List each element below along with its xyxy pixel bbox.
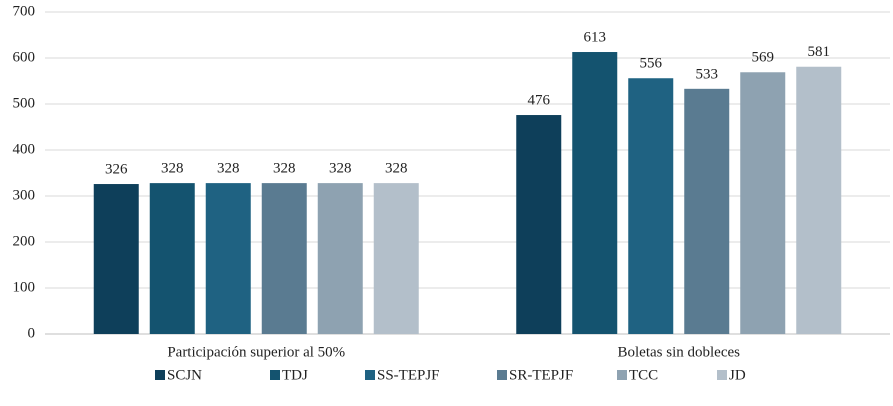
y-tick-label: 700 xyxy=(13,3,36,19)
data-label: 326 xyxy=(105,161,128,177)
data-label: 476 xyxy=(528,92,551,108)
bar xyxy=(516,115,562,334)
legend-label: TCC xyxy=(629,367,658,383)
data-label: 328 xyxy=(161,161,184,177)
data-label: 328 xyxy=(385,161,408,177)
bar xyxy=(628,78,674,335)
legend-swatch xyxy=(497,370,507,380)
bar xyxy=(572,52,618,335)
legend-swatch xyxy=(155,370,165,380)
y-tick-label: 200 xyxy=(13,233,36,249)
legend-label: SS-TEPJF xyxy=(377,367,440,383)
y-tick-label: 400 xyxy=(13,141,36,157)
legend-label: TDJ xyxy=(282,367,308,383)
data-label: 581 xyxy=(808,44,831,60)
y-tick-label: 300 xyxy=(13,187,36,203)
data-label: 328 xyxy=(329,161,352,177)
y-tick-label: 100 xyxy=(13,279,36,295)
bar xyxy=(149,183,195,334)
x-tick-label: Boletas sin dobleces xyxy=(618,344,741,360)
bar xyxy=(93,184,139,334)
legend-label: JD xyxy=(729,367,746,383)
data-label: 613 xyxy=(584,29,607,45)
data-label: 556 xyxy=(640,56,663,72)
bar xyxy=(684,88,730,334)
bar xyxy=(205,183,251,334)
data-label: 533 xyxy=(696,66,719,82)
y-tick-label: 500 xyxy=(13,95,36,111)
bar xyxy=(740,72,786,334)
data-label: 569 xyxy=(752,50,775,66)
bar xyxy=(796,66,842,335)
bar xyxy=(317,183,363,334)
legend-swatch xyxy=(365,370,375,380)
legend-label: SCJN xyxy=(167,367,202,383)
legend-swatch xyxy=(717,370,727,380)
bar xyxy=(261,183,307,334)
y-tick-label: 600 xyxy=(13,49,36,65)
x-tick-label: Participación superior al 50% xyxy=(167,344,345,360)
legend-swatch xyxy=(270,370,280,380)
legend-swatch xyxy=(617,370,627,380)
y-tick-label: 0 xyxy=(28,325,36,341)
legend-label: SR-TEPJF xyxy=(509,367,573,383)
data-label: 328 xyxy=(273,161,296,177)
data-label: 328 xyxy=(217,161,240,177)
bar xyxy=(373,183,419,334)
